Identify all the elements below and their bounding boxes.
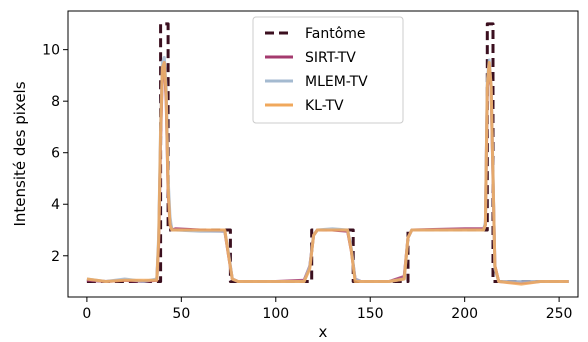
y-tick-label: 2 xyxy=(51,249,60,265)
x-axis: 0 50 100 150 200 250 xyxy=(82,297,572,322)
legend-label: MLEM-TV xyxy=(305,74,368,90)
legend-box xyxy=(252,16,404,124)
x-tick-label: 100 xyxy=(262,306,289,322)
legend: Fantôme SIRT-TV MLEM-TV KL-TV xyxy=(252,16,404,124)
x-axis-label: x xyxy=(319,323,328,341)
y-tick-label: 10 xyxy=(42,43,60,59)
plot-frame xyxy=(67,10,579,298)
legend-label: KL-TV xyxy=(305,98,344,114)
x-tick-label: 200 xyxy=(451,306,478,322)
y-tick-label: 8 xyxy=(51,94,60,110)
y-tick-label: 6 xyxy=(51,146,60,162)
y-axis-label: Intensité des pixels xyxy=(11,81,29,226)
y-axis: 2 4 6 8 10 xyxy=(42,43,68,265)
x-tick-label: 0 xyxy=(82,306,91,322)
x-tick-label: 150 xyxy=(357,306,384,322)
x-tick-label: 50 xyxy=(172,306,190,322)
legend-label: SIRT-TV xyxy=(305,50,356,66)
legend-label: Fantôme xyxy=(305,26,366,42)
series-line-kl-tv xyxy=(86,61,569,286)
series-layer xyxy=(86,22,569,286)
x-tick-label: 250 xyxy=(546,306,573,322)
y-tick-label: 4 xyxy=(51,197,60,213)
